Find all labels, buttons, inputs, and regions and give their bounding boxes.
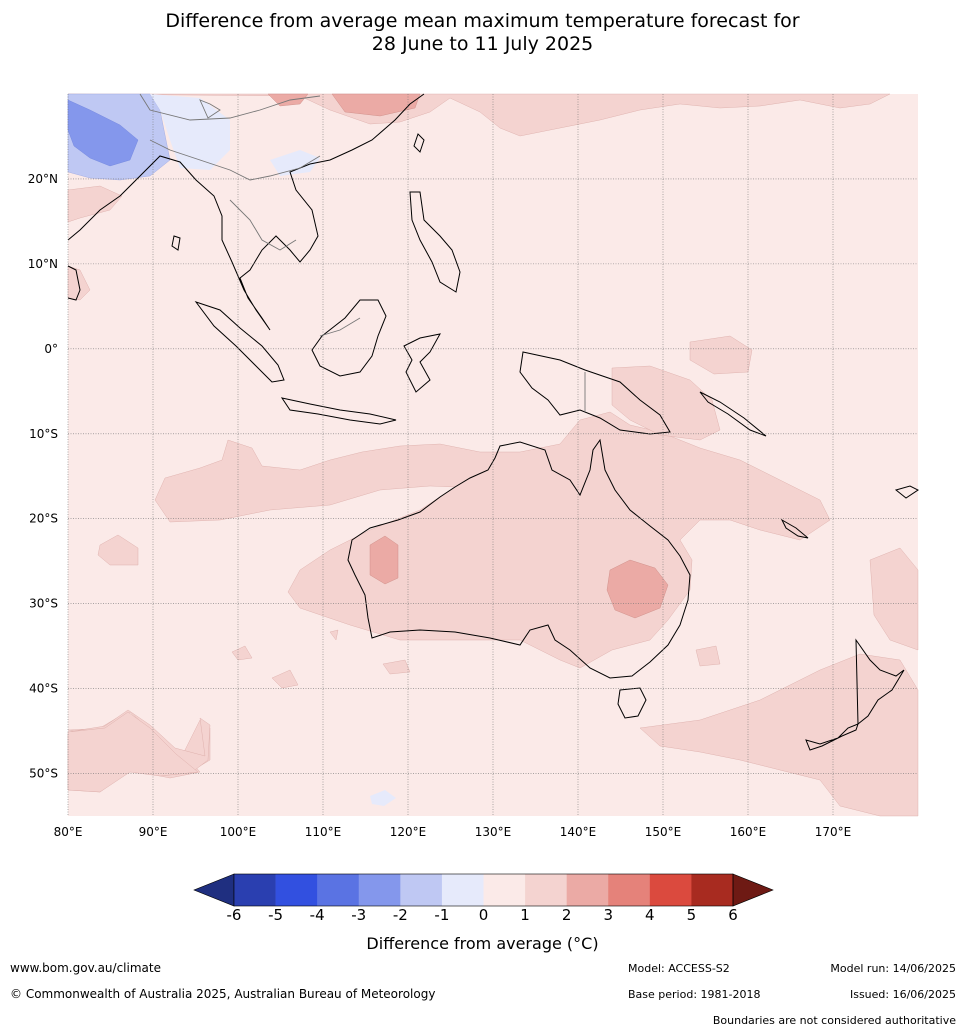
longitude-label: 110°E xyxy=(305,825,342,839)
borneo-coast xyxy=(311,299,387,377)
longitude-label: 150°E xyxy=(645,825,682,839)
colorbar-tick: -1 xyxy=(434,906,450,924)
longitude-label: 140°E xyxy=(560,825,597,839)
map-title: Difference from average mean maximum tem… xyxy=(0,10,965,56)
colorbar xyxy=(193,873,774,907)
colorbar-title: Difference from average (°C) xyxy=(366,934,599,953)
latitude-label: 40°S xyxy=(29,682,58,696)
new-zealand-south-coast xyxy=(805,723,859,751)
graticule xyxy=(67,94,918,816)
india-west-coast xyxy=(67,265,81,301)
fiji-coast xyxy=(894,485,919,499)
tasmania-coast xyxy=(617,687,647,719)
longitude-labels: 80°E 90°E 100°E 110°E 120°E 130°E 140°E 150°E 16… xyxy=(54,825,852,839)
philippines-coast xyxy=(409,191,461,293)
title-line-1: Difference from average mean maximum tem… xyxy=(165,10,800,32)
colorbar-tick: 4 xyxy=(645,906,655,924)
title-line-2: 28 June to 11 July 2025 xyxy=(371,33,594,55)
latitude-labels: 20°N 10°N 0° 10°S 20°S 30°S 40°S 50°S xyxy=(28,172,58,781)
australia-coast xyxy=(347,438,691,679)
sumatra-coast xyxy=(194,301,285,383)
colorbar-tick: -4 xyxy=(309,906,325,924)
latitude-label: 50°S xyxy=(29,767,58,781)
issued-date: Issued: 16/06/2025 xyxy=(849,988,956,1001)
model-name: Model: ACCESS-S2 xyxy=(628,962,730,975)
longitude-label: 90°E xyxy=(139,825,168,839)
latitude-label: 10°S xyxy=(29,427,58,441)
new-guinea-coast xyxy=(519,351,671,435)
colorbar-swatch xyxy=(441,874,484,906)
colorbar-max-extension xyxy=(732,873,774,907)
colorbar-swatch xyxy=(608,874,651,906)
solomon-islands-coast xyxy=(699,391,767,437)
colorbar-swatch xyxy=(649,874,692,906)
colorbar-tick: 1 xyxy=(520,906,530,924)
latitude-label: 20°S xyxy=(29,512,58,526)
latitude-label: 0° xyxy=(44,342,58,356)
anomaly-2-3-zones xyxy=(267,93,669,619)
colorbar-swatch xyxy=(400,874,443,906)
boundaries-disclaimer: Boundaries are not considered authoritat… xyxy=(712,1014,956,1027)
map-panel xyxy=(67,93,919,817)
anomaly-negative-zones xyxy=(67,93,396,806)
colorbar-swatch xyxy=(566,874,609,906)
colorbar-tick: 6 xyxy=(728,906,738,924)
colorbar-tick: 0 xyxy=(478,906,489,924)
colorbar-tick: 5 xyxy=(686,906,697,924)
colorbar-tick: 3 xyxy=(603,906,614,924)
sri-lanka-coast xyxy=(171,235,181,251)
new-caledonia-coast xyxy=(780,518,809,539)
java-coast xyxy=(280,397,397,425)
taiwan-coast xyxy=(413,133,425,153)
colorbar-swatch xyxy=(525,874,567,906)
base-period: Base period: 1981-2018 xyxy=(628,988,761,1001)
colorbar-swatch xyxy=(275,874,318,906)
colorbar-border xyxy=(233,873,734,907)
colorbar-tick: -5 xyxy=(268,906,284,924)
country-borders xyxy=(139,93,586,412)
colorbar-swatch xyxy=(234,874,276,906)
new-zealand-north-coast xyxy=(855,638,905,726)
asia-mainland-coast xyxy=(67,93,425,331)
sulawesi-coast xyxy=(403,333,441,393)
colorbar-min-extension xyxy=(193,873,235,907)
latitude-label: 10°N xyxy=(28,257,58,271)
longitude-label: 170°E xyxy=(815,825,852,839)
colorbar-tick: -6 xyxy=(226,906,242,924)
longitude-label: 160°E xyxy=(730,825,767,839)
longitude-label: 120°E xyxy=(390,825,427,839)
model-run: Model run: 14/06/2025 xyxy=(830,962,956,975)
website-link[interactable]: www.bom.gov.au/climate xyxy=(10,961,161,975)
longitude-label: 80°E xyxy=(54,825,83,839)
colorbar-tick: -2 xyxy=(392,906,408,924)
colorbar-tick: -3 xyxy=(351,906,367,924)
colorbar-swatch xyxy=(691,874,734,906)
latitude-label: 30°S xyxy=(29,597,58,611)
copyright-text: © Commonwealth of Australia 2025, Austra… xyxy=(10,987,436,1001)
colorbar-swatch xyxy=(358,874,401,906)
colorbar-swatch xyxy=(483,874,526,906)
longitude-label: 130°E xyxy=(475,825,512,839)
latitude-label: 20°N xyxy=(28,172,58,186)
colorbar-swatch xyxy=(317,874,360,906)
coastlines xyxy=(67,93,919,751)
longitude-label: 100°E xyxy=(220,825,257,839)
colorbar-tick: 2 xyxy=(561,906,572,924)
